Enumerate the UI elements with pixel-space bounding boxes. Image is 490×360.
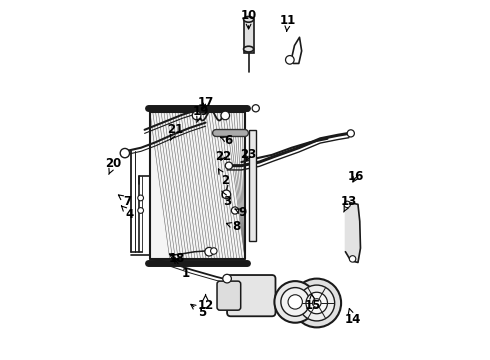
Text: 3: 3 [222, 191, 231, 208]
Text: 7: 7 [119, 195, 131, 208]
Circle shape [344, 201, 350, 208]
Text: 12: 12 [197, 295, 214, 312]
Text: 15: 15 [305, 294, 321, 312]
Text: 11: 11 [280, 14, 296, 31]
Text: 4: 4 [122, 206, 134, 221]
Circle shape [205, 247, 214, 256]
Polygon shape [345, 202, 361, 262]
Text: 22: 22 [215, 150, 231, 163]
Bar [244, 19, 254, 53]
Text: 18: 18 [169, 252, 185, 265]
Text: 6: 6 [220, 134, 233, 147]
Text: 10: 10 [241, 9, 257, 29]
Circle shape [347, 130, 354, 137]
Circle shape [138, 208, 144, 213]
FancyBboxPatch shape [227, 275, 275, 316]
Text: 14: 14 [344, 309, 361, 327]
Circle shape [293, 279, 341, 327]
Circle shape [192, 111, 201, 120]
Bar [249, 130, 256, 241]
Circle shape [349, 256, 356, 262]
Circle shape [231, 207, 239, 214]
Circle shape [288, 295, 302, 309]
Circle shape [299, 285, 335, 321]
Ellipse shape [244, 46, 254, 52]
Circle shape [225, 162, 232, 169]
FancyBboxPatch shape [217, 281, 241, 310]
Circle shape [274, 281, 316, 323]
Circle shape [286, 55, 294, 64]
Circle shape [138, 195, 144, 201]
Circle shape [221, 111, 230, 120]
Text: 8: 8 [226, 220, 240, 233]
Ellipse shape [244, 17, 254, 22]
Polygon shape [150, 112, 245, 259]
Text: 13: 13 [341, 195, 357, 212]
Text: 20: 20 [105, 157, 122, 175]
Text: 16: 16 [348, 170, 365, 183]
Circle shape [120, 148, 129, 158]
Circle shape [306, 292, 327, 314]
Text: 21: 21 [167, 123, 183, 140]
Text: 19: 19 [193, 105, 209, 122]
Circle shape [281, 288, 310, 316]
Text: 1: 1 [174, 258, 190, 280]
Circle shape [252, 105, 259, 112]
Text: 23: 23 [241, 148, 257, 161]
Text: 9: 9 [235, 206, 246, 219]
Circle shape [223, 274, 231, 283]
Text: 17: 17 [198, 96, 215, 109]
Text: 5: 5 [191, 304, 206, 319]
Text: 2: 2 [219, 169, 229, 186]
Circle shape [222, 190, 231, 199]
Circle shape [313, 299, 321, 307]
Circle shape [211, 248, 217, 254]
